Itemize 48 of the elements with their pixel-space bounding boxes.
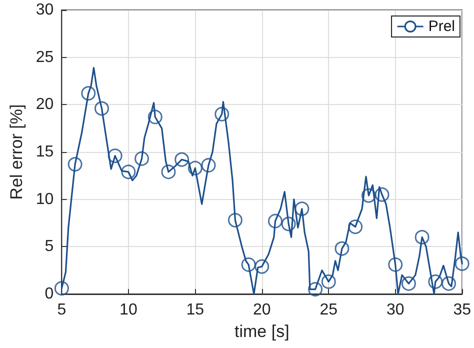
y-tick-label: 15 [36,144,54,160]
point [348,220,363,234]
x-axis-title: time [s] [234,322,290,341]
point [188,160,202,176]
point [228,212,242,228]
point [94,101,109,116]
y-axis-title: Rel error [%] [7,104,26,200]
x-tick-label: 10 [120,302,138,318]
point [414,230,430,244]
x-tick-label: 35 [453,302,472,318]
point [388,257,403,272]
point [148,110,162,124]
y-tick-label: 0 [44,286,54,302]
y-tick-label: 30 [36,2,54,18]
point [428,274,443,289]
point [361,188,376,203]
point [241,257,256,272]
point [254,259,270,274]
y-tick-label: 25 [36,48,54,66]
point [308,282,323,297]
point [134,151,150,166]
y-tick-label: 5 [44,238,54,256]
point [334,241,350,256]
x-tick-label: 15 [186,302,204,318]
point [161,164,176,180]
x-tick-label: 25 [320,302,338,318]
point [121,164,136,180]
point [268,214,282,228]
point [374,187,390,202]
point [442,276,456,291]
point [54,281,69,296]
point [454,256,470,271]
point [294,202,310,216]
x-tick-label: 5 [57,302,66,318]
x-tick-label: 20 [253,302,271,318]
point [401,276,416,291]
point [174,152,190,167]
point [281,216,296,232]
legend-label: Prel [428,18,456,35]
point [214,106,230,122]
point [201,158,216,172]
point [68,157,82,172]
point [108,148,122,164]
point [321,274,336,289]
y-tick-label: 10 [36,190,54,208]
point [81,86,96,101]
y-tick-label: 20 [36,96,54,114]
x-tick-label: 30 [386,302,404,318]
